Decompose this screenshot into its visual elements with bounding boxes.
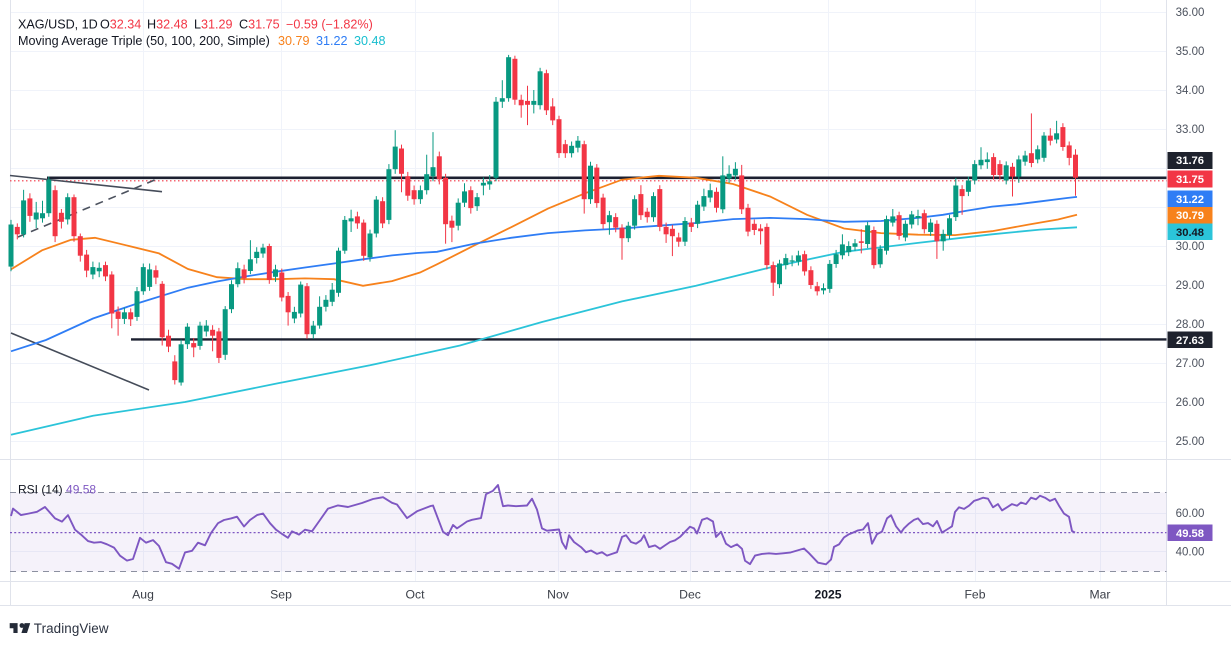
svg-text:Feb: Feb: [964, 588, 985, 602]
svg-text:Sep: Sep: [270, 588, 292, 602]
svg-text:Moving Average Triple (50, 100: Moving Average Triple (50, 100, 200, Sim…: [18, 34, 386, 48]
svg-text:60.00: 60.00: [1176, 508, 1205, 520]
svg-text:35.00: 35.00: [1176, 46, 1205, 58]
svg-text:25.00: 25.00: [1176, 436, 1205, 448]
svg-text:TradingView: TradingView: [34, 621, 109, 636]
svg-text:2025: 2025: [814, 588, 841, 602]
svg-text:33.00: 33.00: [1176, 124, 1205, 136]
svg-text:Dec: Dec: [679, 588, 701, 602]
svg-text:31.76: 31.76: [1176, 155, 1204, 167]
svg-text:30.79: 30.79: [1176, 210, 1204, 222]
svg-text:36.00: 36.00: [1176, 7, 1205, 19]
svg-text:40.00: 40.00: [1176, 546, 1205, 558]
svg-text:49.58: 49.58: [1176, 528, 1204, 540]
svg-text:29.00: 29.00: [1176, 280, 1205, 292]
svg-text:RSI (14) 49.58: RSI (14) 49.58: [18, 483, 96, 497]
svg-text:Nov: Nov: [547, 588, 570, 602]
svg-text:28.00: 28.00: [1176, 319, 1205, 331]
svg-text:Oct: Oct: [406, 588, 426, 602]
svg-text:30.48: 30.48: [1176, 227, 1204, 239]
svg-text:34.00: 34.00: [1176, 85, 1205, 97]
svg-text:27.63: 27.63: [1176, 335, 1204, 347]
svg-text:Aug: Aug: [132, 588, 154, 602]
svg-text:31.22: 31.22: [1176, 194, 1204, 206]
svg-text:26.00: 26.00: [1176, 397, 1205, 409]
svg-text:30.00: 30.00: [1176, 241, 1205, 253]
svg-text:27.00: 27.00: [1176, 358, 1205, 370]
svg-text:31.75: 31.75: [1176, 174, 1204, 186]
svg-text:Mar: Mar: [1090, 588, 1111, 602]
